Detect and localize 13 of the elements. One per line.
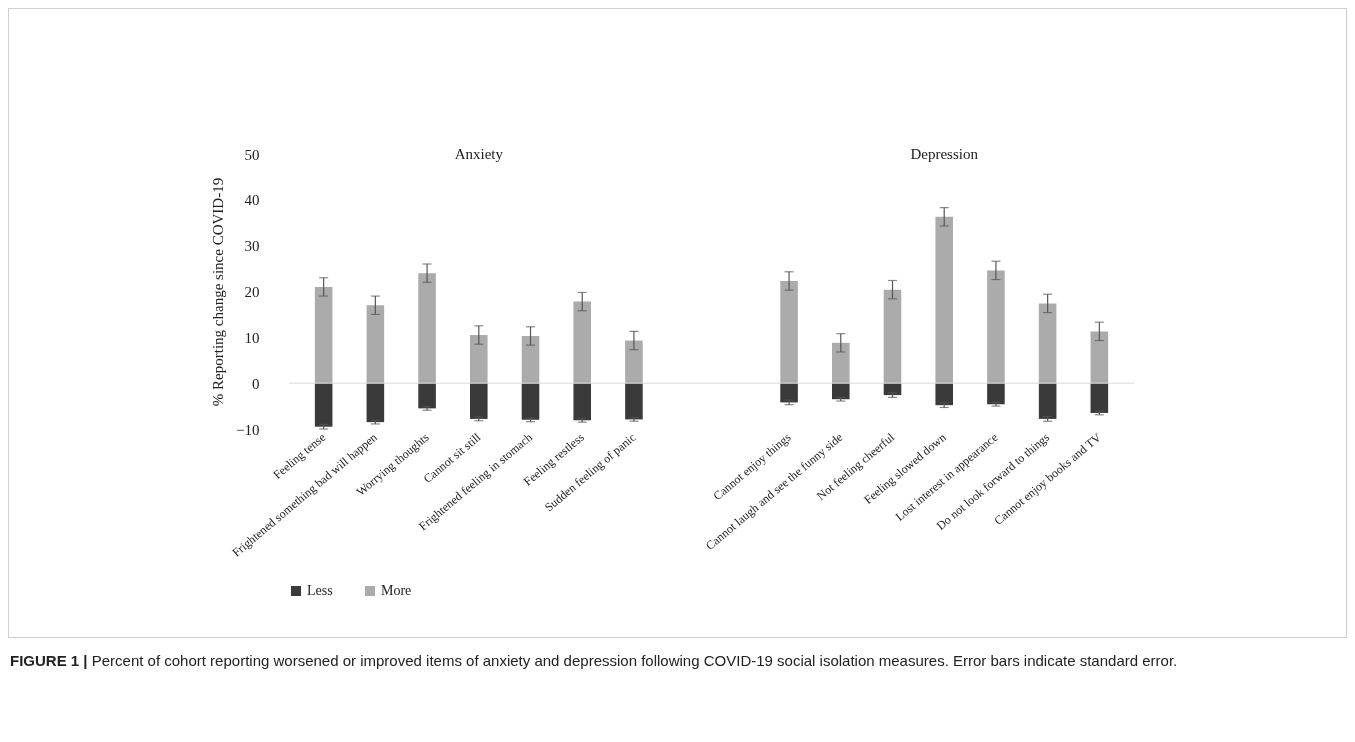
y-axis-title: % Reporting change since COVID-19 — [210, 177, 227, 407]
legend-label: More — [381, 583, 412, 598]
y-tick-label: 10 — [244, 329, 260, 346]
annotation: Depression — [910, 146, 979, 162]
y-tick-label: 50 — [244, 146, 260, 163]
y-tick-label: 40 — [244, 192, 260, 209]
y-tick-label: 20 — [244, 284, 260, 300]
y-tick-label: 30 — [244, 238, 260, 255]
legend-label: Less — [307, 583, 333, 598]
y-tick-label: −10 — [236, 421, 260, 438]
annotation: Anxiety — [454, 146, 504, 162]
y-tick-label: 0 — [252, 375, 260, 392]
caption: FIGURE 1 | Percent of cohort reporting worsened or improved items of anxiety and depression following COVID-19 social isolation measures. Error bars indicate standard error. — [10, 651, 1179, 671]
